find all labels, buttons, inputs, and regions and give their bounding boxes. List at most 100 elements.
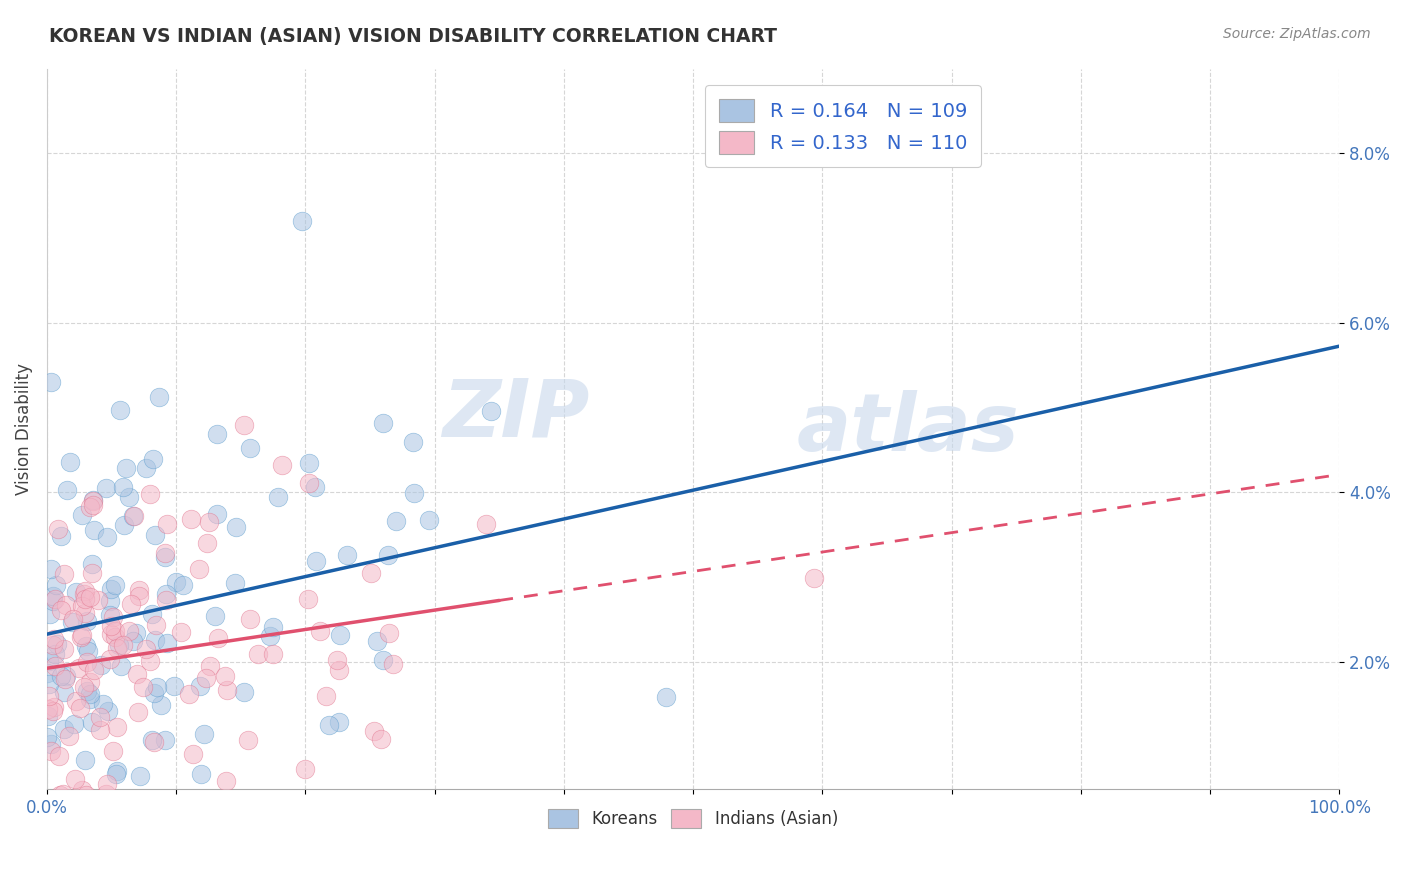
Point	[49, 603, 72, 617]
Point	[111, 480, 134, 494]
Point	[291, 213, 314, 227]
Point	[86, 593, 108, 607]
Point	[224, 576, 246, 591]
Point	[215, 774, 238, 789]
Point	[120, 597, 142, 611]
Point	[378, 625, 401, 640]
Point	[62, 612, 84, 626]
Point	[214, 669, 236, 683]
Point	[165, 799, 187, 814]
Point	[181, 747, 204, 761]
Point	[233, 417, 256, 432]
Point	[297, 592, 319, 607]
Point	[127, 706, 149, 720]
Point	[53, 566, 76, 581]
Point	[83, 523, 105, 537]
Point	[143, 528, 166, 542]
Point	[89, 709, 111, 723]
Point	[104, 578, 127, 592]
Point	[75, 591, 97, 606]
Point	[655, 690, 678, 704]
Point	[52, 787, 75, 801]
Point	[97, 704, 120, 718]
Point	[309, 624, 332, 639]
Point	[259, 629, 281, 643]
Point	[271, 458, 294, 472]
Point	[38, 677, 60, 691]
Point	[96, 777, 118, 791]
Point	[79, 687, 101, 701]
Point	[39, 744, 62, 758]
Point	[101, 609, 124, 624]
Point	[80, 566, 103, 581]
Point	[98, 608, 121, 623]
Point	[112, 517, 135, 532]
Point	[112, 638, 135, 652]
Point	[325, 653, 347, 667]
Point	[207, 631, 229, 645]
Point	[328, 663, 350, 677]
Point	[108, 799, 131, 814]
Point	[190, 767, 212, 781]
Point	[402, 434, 425, 449]
Point	[360, 566, 382, 581]
Point	[238, 732, 260, 747]
Point	[377, 549, 399, 563]
Point	[60, 615, 83, 629]
Point	[143, 633, 166, 648]
Point	[56, 483, 79, 498]
Point	[371, 417, 394, 431]
Y-axis label: Vision Disability: Vision Disability	[15, 363, 32, 495]
Point	[39, 607, 62, 621]
Point	[39, 562, 62, 576]
Point	[42, 632, 65, 647]
Point	[110, 658, 132, 673]
Point	[75, 788, 97, 802]
Point	[315, 689, 337, 703]
Point	[79, 692, 101, 706]
Point	[89, 723, 111, 738]
Point	[46, 523, 69, 537]
Point	[42, 593, 65, 607]
Point	[156, 636, 179, 650]
Point	[177, 799, 200, 814]
Point	[63, 772, 86, 786]
Point	[148, 390, 170, 404]
Point	[197, 515, 219, 529]
Point	[205, 426, 228, 441]
Point	[93, 799, 115, 814]
Point	[145, 680, 167, 694]
Point	[39, 375, 62, 389]
Point	[170, 624, 193, 639]
Point	[37, 701, 59, 715]
Point	[39, 737, 62, 751]
Point	[70, 599, 93, 613]
Point	[141, 607, 163, 622]
Text: ZIP: ZIP	[443, 376, 589, 453]
Point	[217, 683, 239, 698]
Point	[198, 659, 221, 673]
Point	[373, 653, 395, 667]
Point	[93, 698, 115, 712]
Point	[63, 716, 86, 731]
Point	[42, 700, 65, 714]
Point	[122, 509, 145, 524]
Point	[65, 585, 87, 599]
Legend: Koreans, Indians (Asian): Koreans, Indians (Asian)	[541, 803, 845, 835]
Point	[143, 686, 166, 700]
Point	[67, 661, 90, 675]
Point	[366, 634, 388, 648]
Point	[104, 630, 127, 644]
Point	[479, 403, 502, 417]
Point	[58, 799, 80, 814]
Point	[153, 733, 176, 747]
Text: KOREAN VS INDIAN (ASIAN) VISION DISABILITY CORRELATION CHART: KOREAN VS INDIAN (ASIAN) VISION DISABILI…	[49, 27, 778, 45]
Point	[142, 452, 165, 467]
Point	[82, 492, 104, 507]
Point	[239, 612, 262, 626]
Point	[304, 480, 326, 494]
Point	[82, 493, 104, 508]
Point	[70, 628, 93, 642]
Point	[165, 574, 187, 589]
Point	[382, 657, 405, 672]
